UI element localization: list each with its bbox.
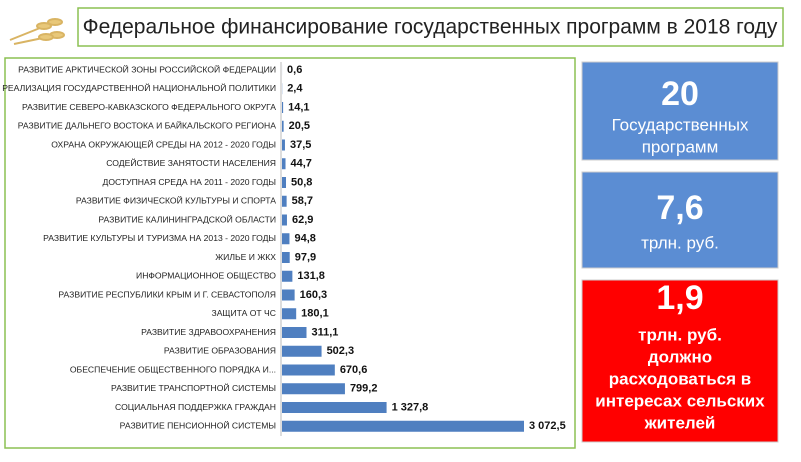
bar xyxy=(282,195,287,207)
value-label: 94,8 xyxy=(294,233,315,245)
category-label: РАЗВИТИЕ КУЛЬТУРЫ И ТУРИЗМА НА 2013 - 20… xyxy=(43,233,276,243)
value-label: 37,5 xyxy=(290,139,311,151)
category-label: РАЗВИТИЕ РЕСПУБЛИКИ КРЫМ И Г. СЕВАСТОПОЛ… xyxy=(58,289,276,299)
info-text: жителей xyxy=(644,413,716,432)
bar xyxy=(282,289,295,301)
category-label: ОХРАНА ОКРУЖАЮЩЕЙ СРЕДЫ НА 2012 - 2020 Г… xyxy=(51,138,276,149)
bar xyxy=(282,233,290,245)
bar xyxy=(282,345,322,357)
value-label: 0,6 xyxy=(287,64,302,76)
info-box xyxy=(581,279,779,443)
bar xyxy=(282,252,290,263)
bar xyxy=(282,327,307,338)
category-label: РАЗВИТИЕ КАЛИНИНГРАДСКОЙ ОБЛАСТИ xyxy=(98,213,276,224)
category-label: ЖИЛЬЕ И ЖКХ xyxy=(215,252,276,262)
value-label: 58,7 xyxy=(292,195,313,207)
bar xyxy=(282,420,524,432)
title: Федеральное финансирование государственн… xyxy=(83,16,778,39)
category-label: РЕАЛИЗАЦИЯ ГОСУДАРСТВЕННОЙ НАЦИОНАЛЬНОЙ … xyxy=(2,82,276,93)
category-label: ДОСТУПНАЯ СРЕДА НА 2011 - 2020 ГОДЫ xyxy=(103,177,277,187)
bar xyxy=(282,158,286,170)
bar xyxy=(282,214,287,226)
bar xyxy=(282,102,284,113)
category-label: РАЗВИТИЕ ОБРАЗОВАНИЯ xyxy=(164,346,276,356)
info-text: расходоваться в xyxy=(609,369,751,388)
bar xyxy=(282,364,335,376)
value-label: 311,1 xyxy=(312,326,339,338)
value-label: 180,1 xyxy=(301,308,329,320)
info-box xyxy=(581,61,779,161)
info-text: трлн. руб. xyxy=(641,233,719,252)
category-label: РАЗВИТИЕ ДАЛЬНЕГО ВОСТОКА И БАЙКАЛЬСКОГО… xyxy=(18,120,277,131)
value-label: 20,5 xyxy=(289,120,310,132)
value-label: 2,4 xyxy=(287,83,303,95)
info-value: 20 xyxy=(661,75,699,113)
bar xyxy=(282,402,387,413)
bar xyxy=(282,383,345,395)
value-label: 502,3 xyxy=(327,345,355,357)
value-label: 131,8 xyxy=(297,270,325,282)
info-box xyxy=(581,171,779,269)
category-label: РАЗВИТИЕ ТРАНСПОРТНОЙ СИСТЕМЫ xyxy=(111,382,276,393)
wheat-icon xyxy=(9,18,65,45)
value-label: 50,8 xyxy=(291,176,312,188)
category-label: РАЗВИТИЕ СЕВЕРО-КАВКАЗСКОГО ФЕДЕРАЛЬНОГО… xyxy=(22,102,276,112)
category-label: ИНФОРМАЦИОННОЕ ОБЩЕСТВО xyxy=(136,271,276,281)
bar xyxy=(282,270,293,282)
info-text: интересах сельских xyxy=(595,391,765,410)
chart-panel xyxy=(4,57,576,449)
value-label: 1 327,8 xyxy=(392,401,429,413)
category-label: РАЗВИТИЕ ЗДРАВООХРАНЕНИЯ xyxy=(141,327,276,337)
title-box xyxy=(77,7,784,47)
value-label: 44,7 xyxy=(291,158,312,170)
category-label: ЗАЩИТА ОТ ЧС xyxy=(212,308,277,318)
category-label: РАЗВИТИЕ АРКТИЧЕСКОЙ ЗОНЫ РОССИЙСКОЙ ФЕД… xyxy=(18,63,276,74)
category-label: ОБЕСПЕЧЕНИЕ ОБЩЕСТВЕННОГО ПОРЯДКА И... xyxy=(70,364,276,374)
value-label: 799,2 xyxy=(350,383,378,395)
info-text: должно xyxy=(648,347,712,366)
info-text: программ xyxy=(642,137,719,156)
value-label: 62,9 xyxy=(292,214,313,226)
value-label: 3 072,5 xyxy=(529,420,566,432)
category-label: СОЦИАЛЬНАЯ ПОДДЕРЖКА ГРАЖДАН xyxy=(115,402,276,412)
bar xyxy=(282,139,285,151)
bar xyxy=(282,308,297,320)
category-label: РАЗВИТИЕ ПЕНСИОННОЙ СИСТЕМЫ xyxy=(120,420,276,431)
value-label: 14,1 xyxy=(288,101,309,113)
info-value: 1,9 xyxy=(656,279,703,317)
bar xyxy=(282,177,287,188)
info-value: 7,6 xyxy=(656,189,703,227)
info-text: Государственных xyxy=(612,115,749,134)
bar xyxy=(282,120,284,132)
value-label: 97,9 xyxy=(295,251,316,263)
info-text: трлн. руб. xyxy=(638,325,722,344)
value-label: 670,6 xyxy=(340,364,368,376)
value-label: 160,3 xyxy=(300,289,328,301)
category-label: СОДЕЙСТВИЕ ЗАНЯТОСТИ НАСЕЛЕНИЯ xyxy=(106,157,276,168)
category-label: РАЗВИТИЕ ФИЗИЧЕСКОЙ КУЛЬТУРЫ И СПОРТА xyxy=(76,195,276,206)
